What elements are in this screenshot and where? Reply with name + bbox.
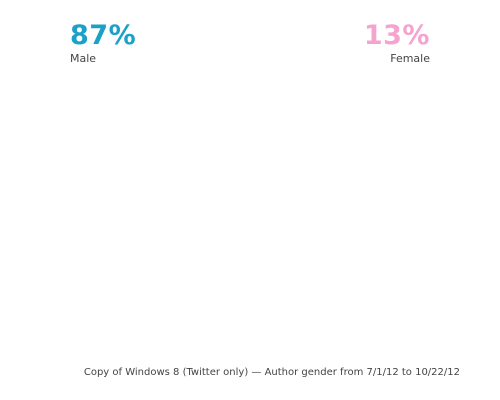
female-label: Female: [390, 52, 430, 65]
female-percentage: 13%: [363, 20, 430, 51]
male-stat: 87% Male: [70, 20, 136, 66]
female-stat: 13% Female: [364, 20, 430, 66]
chart-caption: Copy of Windows 8 (Twitter only) — Autho…: [83, 367, 460, 378]
male-label: Male: [70, 52, 97, 65]
male-percentage: 87%: [70, 20, 137, 51]
